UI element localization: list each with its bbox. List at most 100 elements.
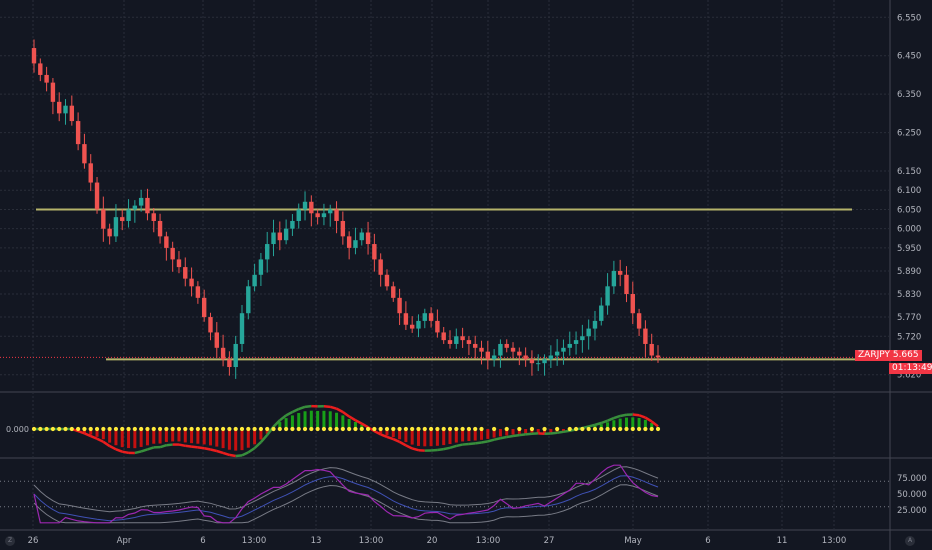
candle-body [334,209,339,221]
candle-body [353,240,358,248]
oscillator-bar [486,429,490,439]
oscillator-line [437,447,444,452]
oscillator-dot [252,426,257,432]
candle-body [113,217,119,237]
candle-body [397,297,402,314]
candle-body [94,182,100,210]
candle-body [542,359,547,364]
oscillator-dot [435,426,440,432]
oscillator-bar [423,429,427,447]
oscillator-line [140,448,148,453]
oscillator-dot [428,426,434,432]
price-tick-label: 6.550 [897,13,921,23]
oscillator-dot [202,426,207,432]
oscillator-bar [114,429,118,446]
candle-body [208,317,213,333]
oscillator-dot [290,426,295,432]
candle-body [454,336,459,344]
candle-body [592,320,598,329]
candle-body [132,205,138,210]
candle-body [283,228,289,241]
price-tick-label: 5.830 [897,290,921,300]
oscillator-dot [573,426,579,432]
oscillator-line [109,444,117,451]
candle-body [409,324,415,329]
oscillator-bar [448,429,452,445]
candle-body [57,101,62,114]
oscillator-bar [517,429,521,434]
time-tick-label: 13:00 [476,536,501,546]
oscillator-dot [233,426,238,432]
price-tick-label: 6.250 [897,129,921,139]
oscillator-dot [265,426,270,432]
candle-body [536,363,541,365]
oscillator-bar [259,429,263,440]
oscillator-bar [215,429,219,447]
candle-body [510,347,516,352]
oscillator-bar [599,424,603,429]
candle-body [636,313,642,329]
oscillator-dot [94,426,100,432]
oscillator-dot [126,426,131,432]
oscillator-line [285,410,294,417]
time-tick-label: 13:00 [242,536,267,546]
candle-body [365,232,371,245]
candle-body [107,228,112,237]
oscillator-bar [190,429,194,444]
candle-body [145,197,150,214]
oscillator-dot [145,426,150,432]
oscillator-bar [208,429,212,446]
oscillator-bar [284,418,288,429]
price-tick-label: 6.350 [897,90,921,100]
oscillator-line [134,450,142,455]
candle-body [479,347,484,352]
candle-body [485,351,491,360]
oscillator-dot [611,426,616,432]
oscillator-dot [624,426,629,432]
candle-body [189,278,194,287]
oscillator-dot [120,426,125,432]
oscillator-line [361,422,369,429]
candle-body [340,220,346,237]
candle-body [328,209,333,214]
oscillator-line [443,446,451,451]
oscillator-dot [328,426,333,432]
oscillator-bar [467,429,471,441]
oscillator-dot [113,426,119,432]
oscillator-bar [240,429,244,451]
oscillator-dot [517,426,522,432]
oscillator-dot [422,426,427,432]
oscillator-line [512,433,520,438]
oscillator-line [487,438,495,443]
oscillator-line [398,440,407,447]
oscillator-bar [442,429,446,446]
oscillator-dot [271,426,276,432]
oscillator-bar [524,429,528,434]
oscillator-bar [322,410,326,429]
candle-body [416,320,421,329]
candle-body [265,244,270,260]
left-logo-icon[interactable]: Z [5,536,15,546]
oscillator-bar [139,429,143,447]
candle-body [101,209,106,229]
oscillator-dot [302,426,308,432]
oscillator-line [638,414,646,419]
candle-body [624,274,629,294]
oscillator-dot [164,426,169,432]
candle-body [88,163,93,183]
oscillator-bar [278,422,282,429]
auto-scale-icon[interactable]: A [905,536,915,546]
oscillator-line [235,454,243,458]
candle-body [296,209,301,221]
candle-body [195,286,201,298]
symbol-label: ZARJPY [858,350,890,360]
oscillator-line [185,444,192,448]
time-tick-label: 6 [200,536,205,546]
candle-body [290,220,295,229]
oscillator-bar [498,429,502,437]
oscillator-bar [89,429,93,435]
oscillator-dot [492,426,497,432]
candle-body [605,286,610,306]
